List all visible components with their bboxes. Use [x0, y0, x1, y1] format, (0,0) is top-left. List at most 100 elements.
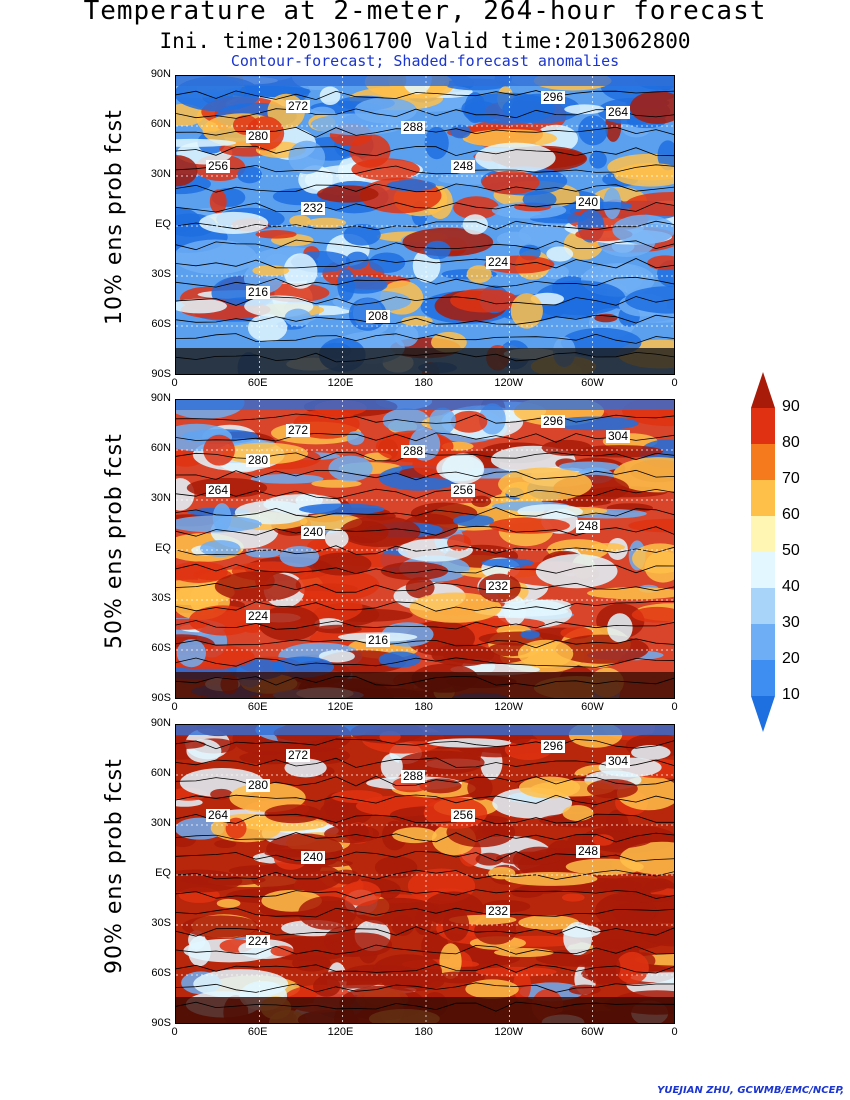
- lat-tick-label: 90S: [151, 692, 171, 704]
- lat-tick-label: 30S: [151, 268, 171, 280]
- lon-tick-label: 60E: [247, 701, 268, 713]
- lat-tick-label: 60N: [150, 442, 171, 454]
- contour-label: 256: [206, 159, 231, 173]
- lon-tick-label: 120E: [327, 377, 354, 389]
- lat-tick-label: 30S: [151, 917, 171, 929]
- lon-tick-label: 120W: [494, 377, 524, 389]
- contour-label: 256: [451, 808, 476, 822]
- lon-tick-label: 60E: [247, 1026, 268, 1038]
- chart-subtitle: Ini. time:2013061700 Valid time:20130628…: [159, 29, 691, 53]
- colorbar-swatch: [751, 444, 775, 480]
- lon-tick-label: 180: [414, 1026, 433, 1038]
- lon-tick-label: 60W: [581, 377, 604, 389]
- lat-tick-label: 60S: [151, 967, 171, 979]
- colorbar-swatch: [751, 696, 775, 732]
- panel-label: 50% ens prob fcst: [102, 433, 127, 649]
- contour-label: 240: [576, 195, 601, 209]
- contour-label: 232: [486, 904, 511, 918]
- lon-tick-label: 0: [671, 1026, 678, 1038]
- lat-tick-label: 30N: [150, 492, 171, 504]
- contour-label: 272: [286, 748, 311, 762]
- lat-tick-label: 30N: [150, 817, 171, 829]
- colorbar-tick-label: 90: [782, 398, 800, 415]
- legend-note: Contour-forecast; Shaded-forecast anomal…: [230, 52, 620, 70]
- map-panel: 272 280 288 296 304 264 256 248 240 232 224 216: [175, 399, 675, 699]
- colorbar-swatch: [751, 660, 775, 696]
- lon-tick-label: 0: [171, 1026, 178, 1038]
- lat-tick-label: 30N: [150, 168, 171, 180]
- contour-label: 216: [246, 285, 271, 299]
- colorbar-tick-label: 20: [782, 650, 800, 667]
- colorbar-tick-label: 50: [782, 542, 800, 559]
- contour-label: 248: [451, 159, 476, 173]
- lat-tick-label: EQ: [155, 542, 171, 554]
- contour-label: 296: [541, 414, 566, 428]
- lon-tick-label: 0: [671, 377, 678, 389]
- lat-tick-label: 60N: [150, 118, 171, 130]
- lat-tick-label: 90N: [150, 392, 171, 404]
- contour-label: 264: [206, 808, 231, 822]
- anomaly-field: [176, 725, 674, 1023]
- chart-title: Temperature at 2-meter, 264-hour forecas…: [83, 0, 767, 26]
- contour-label: 288: [401, 120, 426, 134]
- contour-label: 296: [541, 739, 566, 753]
- lat-tick-label: 90N: [150, 717, 171, 729]
- contour-label: 224: [246, 609, 271, 623]
- colorbar-swatch: [751, 552, 775, 588]
- contour-label: 280: [246, 778, 271, 792]
- lon-tick-label: 180: [414, 377, 433, 389]
- colorbar: 90 80 70 60 50 40 30 20 10: [748, 370, 848, 732]
- contour-label: 232: [486, 579, 511, 593]
- colorbar-graphic: [751, 372, 775, 732]
- contour-label: 288: [401, 769, 426, 783]
- lon-tick-label: 180: [414, 701, 433, 713]
- contour-label: 248: [576, 844, 601, 858]
- contour-label: 304: [606, 754, 631, 768]
- lat-tick-label: 90S: [151, 1017, 171, 1029]
- lon-tick-label: 0: [671, 701, 678, 713]
- contour-label: 256: [451, 483, 476, 497]
- contour-label: 240: [301, 525, 326, 539]
- colorbar-tick-label: 10: [782, 686, 800, 703]
- anomaly-field: [176, 400, 674, 698]
- contour-label: 216: [366, 633, 391, 647]
- contour-label: 224: [246, 934, 271, 948]
- colorbar-swatch: [751, 372, 775, 408]
- colorbar-tick-label: 40: [782, 578, 800, 595]
- colorbar-tick-label: 30: [782, 614, 800, 631]
- contour-label: 272: [286, 99, 311, 113]
- lat-tick-label: EQ: [155, 867, 171, 879]
- contour-label: 224: [486, 255, 511, 269]
- lat-tick-label: 60N: [150, 767, 171, 779]
- colorbar-swatch: [751, 480, 775, 516]
- lon-tick-label: 120E: [327, 1026, 354, 1038]
- contour-label: 240: [301, 850, 326, 864]
- lat-tick-label: 60S: [151, 642, 171, 654]
- lon-tick-label: 120W: [494, 701, 524, 713]
- colorbar-swatch: [751, 516, 775, 552]
- contour-label: 272: [286, 423, 311, 437]
- map-panel: 272 280 288 296 304 264 256 248 240 232 224: [175, 724, 675, 1024]
- contour-label: 248: [576, 519, 601, 533]
- contour-label: 208: [366, 309, 391, 323]
- panel-label: 90% ens prob fcst: [102, 758, 127, 974]
- colorbar-swatch: [751, 624, 775, 660]
- lat-tick-label: 90N: [150, 68, 171, 80]
- contour-label: 304: [606, 429, 631, 443]
- lon-tick-label: 0: [171, 701, 178, 713]
- colorbar-tick-label: 60: [782, 506, 800, 523]
- contour-label: 296: [541, 90, 566, 104]
- contour-label: 232: [301, 201, 326, 215]
- lon-tick-label: 0: [171, 377, 178, 389]
- anomaly-field: [176, 76, 674, 374]
- lat-tick-label: 90S: [151, 368, 171, 380]
- credit-text: YUEJIAN ZHU, GCWMB/EMC/NCEP,: [657, 1085, 844, 1096]
- contour-label: 264: [206, 483, 231, 497]
- colorbar-swatch: [751, 408, 775, 444]
- lat-tick-label: 60S: [151, 318, 171, 330]
- lon-tick-label: 60W: [581, 1026, 604, 1038]
- lon-tick-label: 60W: [581, 701, 604, 713]
- contour-label: 288: [401, 444, 426, 458]
- lat-tick-label: 30S: [151, 592, 171, 604]
- lat-tick-label: EQ: [155, 218, 171, 230]
